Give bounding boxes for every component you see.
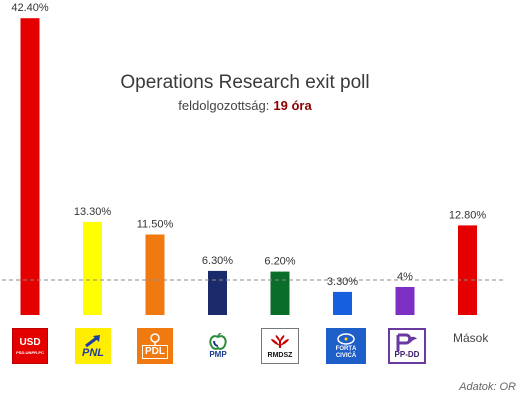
bar-7 — [458, 225, 477, 315]
forta-logo-text-2: CIVICĂ — [335, 353, 357, 359]
pdl-logo-text: PDL — [142, 345, 168, 359]
usd-logo-text: USD — [19, 336, 41, 348]
value-label-6: 4% — [397, 271, 413, 283]
pmp-logo-text: PMP — [209, 350, 227, 359]
ppdd-logo-text: PP-DD — [394, 350, 420, 359]
forta-civica-logo: FORȚA CIVICĂ — [326, 328, 366, 364]
value-label-0: 42.40% — [11, 2, 49, 14]
bar-0 — [20, 18, 40, 315]
pdl-logo: PDL — [137, 328, 173, 364]
bar-2 — [145, 234, 165, 315]
source-note: Adatok: OR — [459, 381, 516, 393]
bar-6 — [395, 287, 415, 315]
others-label: Mások — [453, 331, 489, 345]
pnl-logo-text: PNL — [82, 346, 104, 359]
rose-icon — [150, 333, 160, 345]
subtitle-value: 19 óra — [273, 98, 312, 113]
forta-logo-text-1: FORȚA — [335, 346, 357, 352]
rmdsz-logo-text: RMDSZ — [267, 351, 293, 359]
arrow-icon — [85, 334, 100, 347]
bar-1 — [83, 221, 102, 315]
bars-group — [20, 18, 477, 315]
pmp-logo: PMP — [200, 328, 236, 364]
chart-subtitle: feldolgozottság: 19 óra — [0, 98, 490, 113]
rmdsz-logo: RMDSZ — [261, 328, 299, 364]
apple-icon — [209, 333, 227, 350]
bar-5 — [333, 291, 352, 315]
pnl-logo: PNL — [75, 328, 111, 364]
tulip-icon — [271, 334, 289, 348]
usd-logo-subtext: PSD-UNPR-PC — [16, 349, 44, 355]
ppdd-logo: PP-DD — [388, 328, 426, 364]
usd-logo: USD PSD-UNPR-PC — [12, 328, 48, 364]
subtitle-label: feldolgozottság: — [178, 98, 270, 113]
bar-4 — [270, 271, 290, 315]
value-label-5: 3.30% — [327, 276, 358, 288]
value-label-3: 6.30% — [202, 255, 233, 267]
chart-header: Operations Research exit poll feldolgozo… — [0, 72, 490, 113]
bar-3 — [208, 270, 227, 315]
value-label-4: 6.20% — [264, 256, 295, 268]
value-label-2: 11.50% — [137, 219, 174, 231]
stars-circle-icon — [337, 333, 355, 345]
chart-title: Operations Research exit poll — [120, 72, 370, 93]
value-labels-group: 42.40% 13.30% 11.50% 6.30% 6.20% 3.30% 4% 12.80… — [11, 2, 486, 288]
value-label-1: 13.30% — [74, 206, 112, 218]
value-label-7: 12.80% — [449, 209, 487, 221]
bird-icon — [396, 333, 417, 351]
